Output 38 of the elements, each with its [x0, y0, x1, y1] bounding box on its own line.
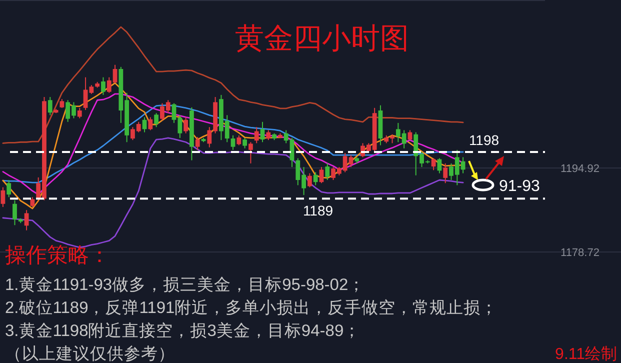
- candlestick: [248, 142, 253, 164]
- candlestick: [154, 112, 159, 128]
- text: 91-93: [499, 178, 540, 195]
- ref-line-label: 1189: [302, 202, 334, 219]
- candlestick: [30, 196, 35, 208]
- candlestick: [431, 158, 436, 171]
- text: 黄金四小时图: [235, 23, 409, 55]
- candlestick: [230, 134, 236, 150]
- candlestick: [242, 137, 247, 149]
- y-tick-label: 1194.92: [560, 162, 600, 175]
- candlestick: [24, 210, 29, 231]
- candlestick: [148, 116, 153, 131]
- candlestick: [48, 96, 52, 116]
- candlestick: [319, 166, 324, 184]
- text: 1.黄金1191-93做多，损三美金，目标95-98-02；: [5, 275, 366, 294]
- candlestick: [443, 162, 448, 184]
- y-tick-label: 1178.72: [560, 247, 600, 259]
- text: 9.11绘制: [555, 345, 617, 363]
- annotation: 操作策略：: [5, 244, 110, 267]
- text: （以上建议仅供参考）: [5, 344, 175, 363]
- candlestick: [77, 107, 82, 119]
- candlestick: [325, 162, 330, 180]
- candlestick: [195, 136, 200, 150]
- candlestick: [184, 116, 188, 134]
- candlestick: [101, 76, 106, 96]
- line-series: [2, 26, 464, 144]
- candlestick: [6, 180, 12, 198]
- candlestick: [12, 200, 17, 226]
- candlestick: [254, 126, 259, 144]
- candlestick: [236, 134, 242, 146]
- text: 3.黄金1198附近直接空，损3美金，目标94-89；: [5, 321, 361, 340]
- candlestick: [266, 130, 271, 141]
- candlestick: [307, 172, 312, 188]
- candlestick: [260, 121, 265, 143]
- candlestick: [0, 186, 6, 208]
- ref-line-label: 1198: [468, 132, 500, 148]
- candlestick: [313, 172, 318, 186]
- text: 2.破位1189，反弹1191附近，多单小损出，反手做空，常规止损；: [5, 298, 498, 317]
